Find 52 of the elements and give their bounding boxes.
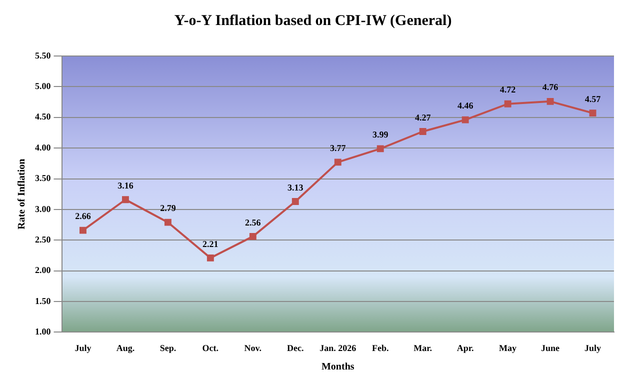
x-tick-label: Oct. xyxy=(202,342,219,353)
x-tick-label: Sep. xyxy=(160,342,176,353)
y-tick-label: 4.00 xyxy=(35,142,52,152)
point xyxy=(206,254,214,262)
data-label: 3.99 xyxy=(372,130,389,140)
y-tick-label: 3.00 xyxy=(35,204,52,214)
x-tick-label: Nov. xyxy=(244,342,262,353)
x-tick-label: June xyxy=(541,342,560,353)
point xyxy=(164,218,172,226)
x-tick-label: July xyxy=(584,342,602,353)
point xyxy=(419,128,426,135)
x-tick-label: Dec. xyxy=(287,342,304,353)
data-label: 3.13 xyxy=(288,182,304,192)
x-tick-label: July xyxy=(74,342,92,353)
data-label: 3.77 xyxy=(330,143,346,154)
point xyxy=(292,198,299,205)
data-label: 2.21 xyxy=(202,238,219,249)
data-label: 2.79 xyxy=(160,203,176,214)
y-tick-label: 4.50 xyxy=(35,112,52,122)
y-tick-label: 5.00 xyxy=(35,81,52,92)
y-tick-label: 5.50 xyxy=(35,50,52,60)
point xyxy=(462,116,469,124)
point xyxy=(80,226,86,234)
point xyxy=(122,196,129,204)
y-tick-label: 2.00 xyxy=(35,265,52,276)
x-axis-title: Months xyxy=(321,362,354,373)
point xyxy=(249,232,256,240)
y-tick-label: 1.00 xyxy=(35,326,52,337)
x-tick-label: Aug. xyxy=(116,342,135,353)
point xyxy=(546,98,554,105)
point xyxy=(376,145,384,152)
data-label: 4.57 xyxy=(584,94,602,104)
y-tick-label: 2.50 xyxy=(35,234,52,244)
data-label: 4.46 xyxy=(457,100,474,111)
data-label: 4.72 xyxy=(500,84,516,95)
point xyxy=(589,110,596,117)
data-label: 3.16 xyxy=(118,180,134,190)
x-tick-label: Apr. xyxy=(456,342,474,353)
y-tick-label: 3.50 xyxy=(35,173,52,184)
y-axis-title: Rate of Inflation xyxy=(16,158,28,230)
data-label: 2.56 xyxy=(245,217,262,228)
y-tick-label: 1.50 xyxy=(35,296,52,306)
x-tick-label: May xyxy=(499,342,518,353)
point xyxy=(504,100,512,108)
point xyxy=(334,158,342,166)
data-label: 4.27 xyxy=(414,112,432,122)
chart-title: Y-o-Y Inflation based on CPI-IW (General) xyxy=(174,12,452,29)
data-label: 4.76 xyxy=(542,82,559,92)
x-tick-label: Feb. xyxy=(372,342,389,353)
x-tick-label: Mar. xyxy=(414,342,432,353)
x-tick-label: Jan. 2026 xyxy=(320,342,357,353)
data-label: 2.66 xyxy=(75,211,92,222)
